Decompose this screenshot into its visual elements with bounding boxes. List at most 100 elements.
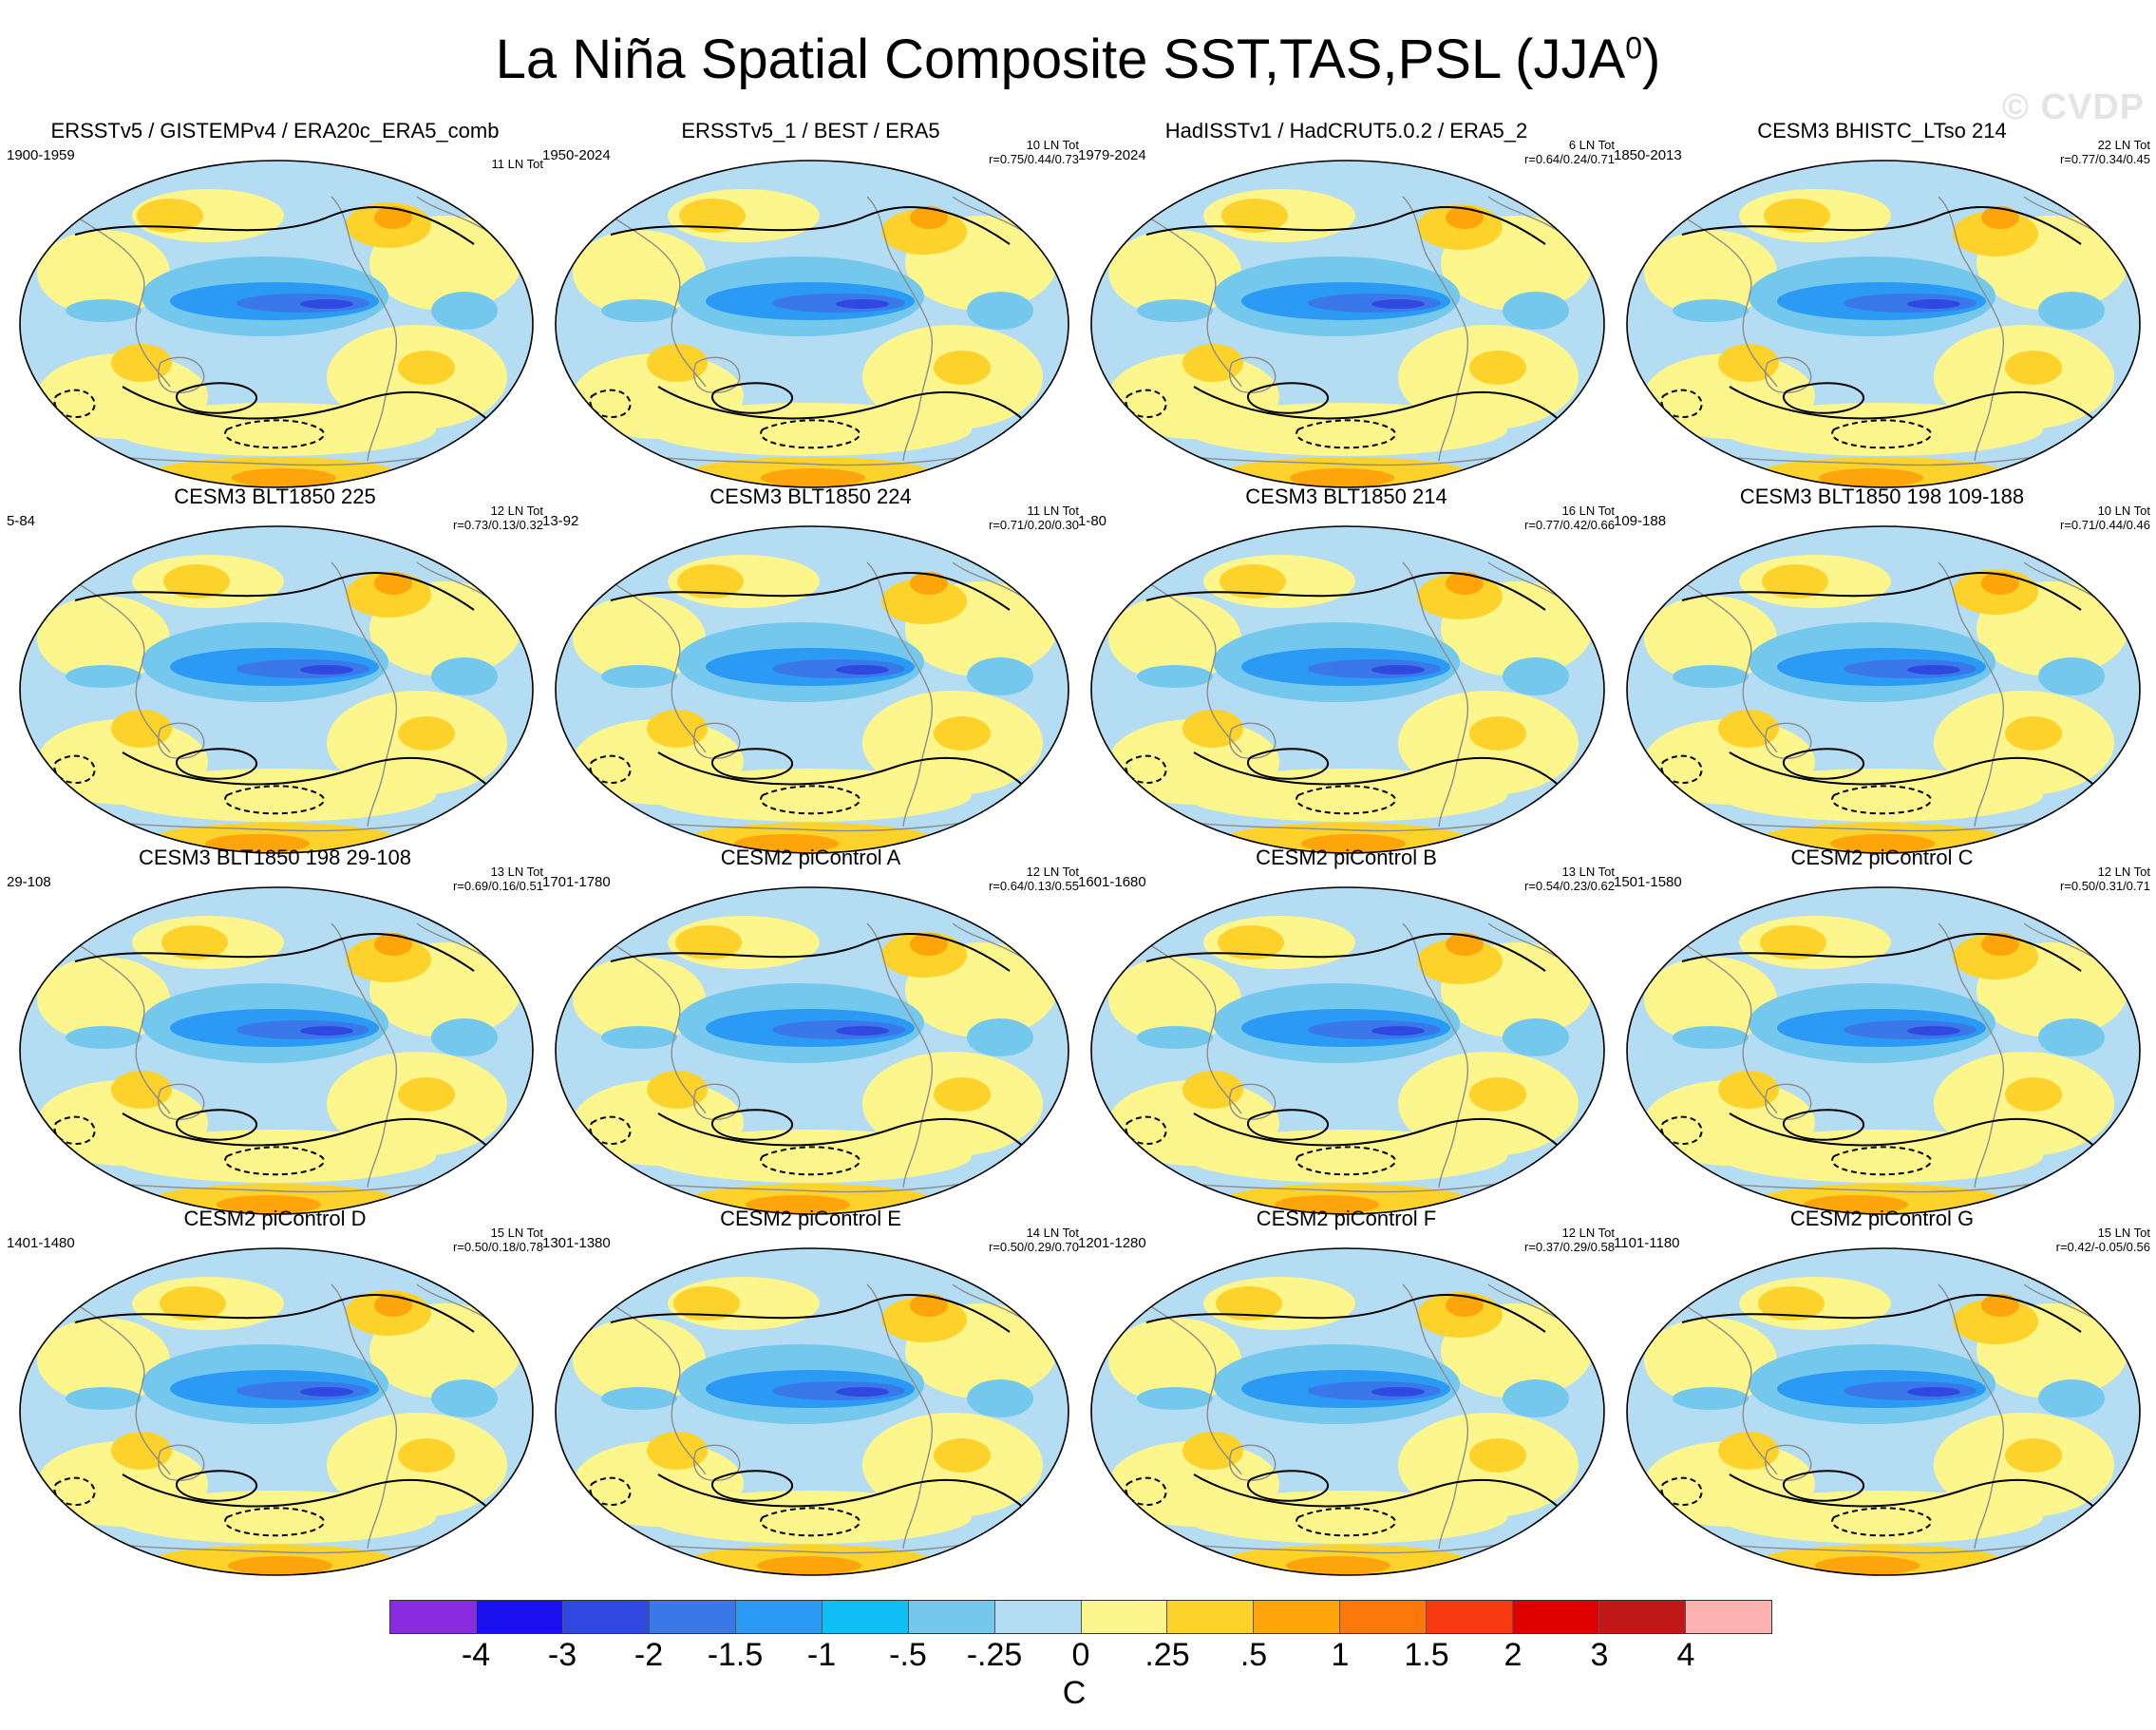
event-count: 11 LN Tot (1027, 504, 1079, 518)
colorbar-cell (908, 1601, 995, 1633)
anomaly-patch (1137, 1387, 1213, 1410)
pattern-correlation: r=0.77/0.34/0.45 (2059, 152, 2150, 166)
coastline (1681, 215, 1778, 388)
map-panel: CESM3 BLT1850 224 13-92 11 LN Tot r=0.71/0.… (542, 485, 1079, 865)
anomaly-patch (205, 834, 310, 853)
map-outline (555, 160, 1069, 488)
event-count: 12 LN Tot (490, 504, 543, 518)
colorbar-tick-label: -3 (547, 1637, 577, 1673)
anomaly-patch (1673, 1387, 1749, 1410)
panel-stats: 12 LN Tot r=0.73/0.13/0.32 (453, 504, 543, 532)
colorbar-tick-label: 1 (1331, 1637, 1350, 1673)
anomaly-patch (2005, 716, 2062, 751)
anomaly-patch (1907, 299, 1960, 309)
colorbar-tick-label: .25 (1144, 1637, 1190, 1673)
psl-contour-positive (1782, 1109, 1865, 1141)
psl-contour-positive (1246, 748, 1330, 780)
anomaly-patch (111, 1432, 172, 1470)
panel-stats: 12 LN Tot r=0.37/0.29/0.58 (1524, 1226, 1615, 1254)
colorbar-cell (562, 1601, 650, 1633)
psl-contour-positive (1145, 572, 1546, 611)
anomaly-patch (1184, 403, 1507, 456)
coastline (1145, 941, 1242, 1114)
panel-title: ERSSTv5_1 / BEST / ERA5 (681, 119, 940, 143)
anomaly-patch (300, 665, 353, 675)
panel-title: CESM3 BLT1850 225 (174, 485, 376, 508)
anomaly-patch (649, 1491, 972, 1544)
coastline (1765, 1083, 1812, 1120)
anomaly-patch (2005, 1077, 2062, 1112)
anomaly-patch (910, 206, 948, 229)
event-count: 12 LN Tot (1026, 865, 1079, 879)
composite-map (555, 160, 1069, 488)
anomaly-patch (1137, 1026, 1213, 1049)
map-panel: CESM3 BHISTC_LTso 214 1850-2013 22 LN Tot r… (1614, 119, 2150, 499)
psl-contour-positive (1681, 206, 2082, 245)
anomaly-patch (137, 199, 203, 233)
colorbar-cell (1254, 1601, 1341, 1633)
anomaly-patch (1503, 657, 1569, 695)
map-panel: CESM3 BLT1850 225 5-84 12 LN Tot r=0.73/0.1… (7, 485, 543, 865)
psl-contour-positive (175, 1470, 258, 1502)
panel-stats: 11 LN Tot r=0.71/0.20/0.30 (989, 504, 1079, 532)
map-panel: CESM3 BLT1850 198 29-108 29-108 13 LN Tot r… (7, 846, 543, 1226)
coastline (1938, 561, 2004, 827)
coastline (610, 215, 707, 388)
anomaly-patch (746, 1195, 850, 1214)
panel-years: 1101-1180 (1614, 1235, 1680, 1251)
anomaly-patch (1720, 1130, 2043, 1183)
anomaly-patch (910, 933, 948, 956)
anomaly-patch (679, 199, 746, 233)
anomaly-patch (1184, 769, 1507, 822)
map-outline (1090, 525, 1605, 854)
psl-contour-positive (657, 751, 1030, 791)
map-outline (1626, 160, 2141, 488)
psl-contour-positive (74, 933, 475, 972)
anomaly-patch (1221, 199, 1288, 233)
psl-contour-positive (1681, 933, 2082, 972)
anomaly-patch (1981, 572, 2019, 595)
anomaly-patch (431, 657, 498, 695)
anomaly-patch (2038, 1018, 2105, 1056)
anomaly-patch (1108, 230, 1241, 315)
psl-contour-positive (1681, 572, 2082, 611)
psl-contour-positive (610, 206, 1011, 245)
anomaly-patch (2005, 351, 2062, 385)
anomaly-patch (934, 716, 991, 751)
anomaly-patch (2038, 1379, 2105, 1417)
colorbar-cell (1599, 1601, 1687, 1633)
anomaly-patch (113, 1130, 436, 1183)
psl-contour-positive (710, 1470, 794, 1502)
anomaly-patch (934, 1077, 991, 1112)
anomaly-patch (601, 299, 677, 322)
colorbar-cell (390, 1601, 477, 1633)
anomaly-patch (934, 351, 991, 385)
anomaly-patch (1804, 1195, 1908, 1214)
coastline (1402, 196, 1468, 462)
map-panel: CESM3 BLT1850 198 109-188 109-188 10 LN To… (1614, 485, 2150, 865)
colorbar-cell (1513, 1601, 1600, 1633)
anomaly-patch (37, 596, 170, 681)
colorbar-tick-label: -1.5 (707, 1637, 764, 1673)
anomaly-patch (374, 206, 412, 229)
map-field (20, 887, 533, 1214)
colorbar (389, 1600, 1772, 1634)
anomaly-patch (836, 1387, 889, 1397)
map-panel: CESM2 piControl C 1501-1580 12 LN Tot r=0.5… (1614, 846, 2150, 1226)
psl-contour-negative (224, 1507, 325, 1537)
coastline (1765, 722, 1812, 759)
anomaly-patch (1644, 957, 1777, 1042)
map-outline (555, 1247, 1069, 1576)
anomaly-patch (113, 769, 436, 822)
panel-stats: 13 LN Tot r=0.54/0.23/0.62 (1524, 865, 1615, 893)
panel-years: 109-188 (1614, 513, 1667, 529)
coastline (1229, 722, 1277, 759)
anomaly-patch (910, 1294, 948, 1317)
composite-map (1626, 886, 2141, 1215)
panel-title: CESM3 BHISTC_LTso 214 (1757, 119, 2007, 143)
coastline (610, 580, 707, 753)
anomaly-patch (300, 1387, 353, 1397)
anomaly-patch (1182, 1432, 1243, 1470)
map-field (1091, 887, 1604, 1214)
coastline (866, 922, 933, 1188)
